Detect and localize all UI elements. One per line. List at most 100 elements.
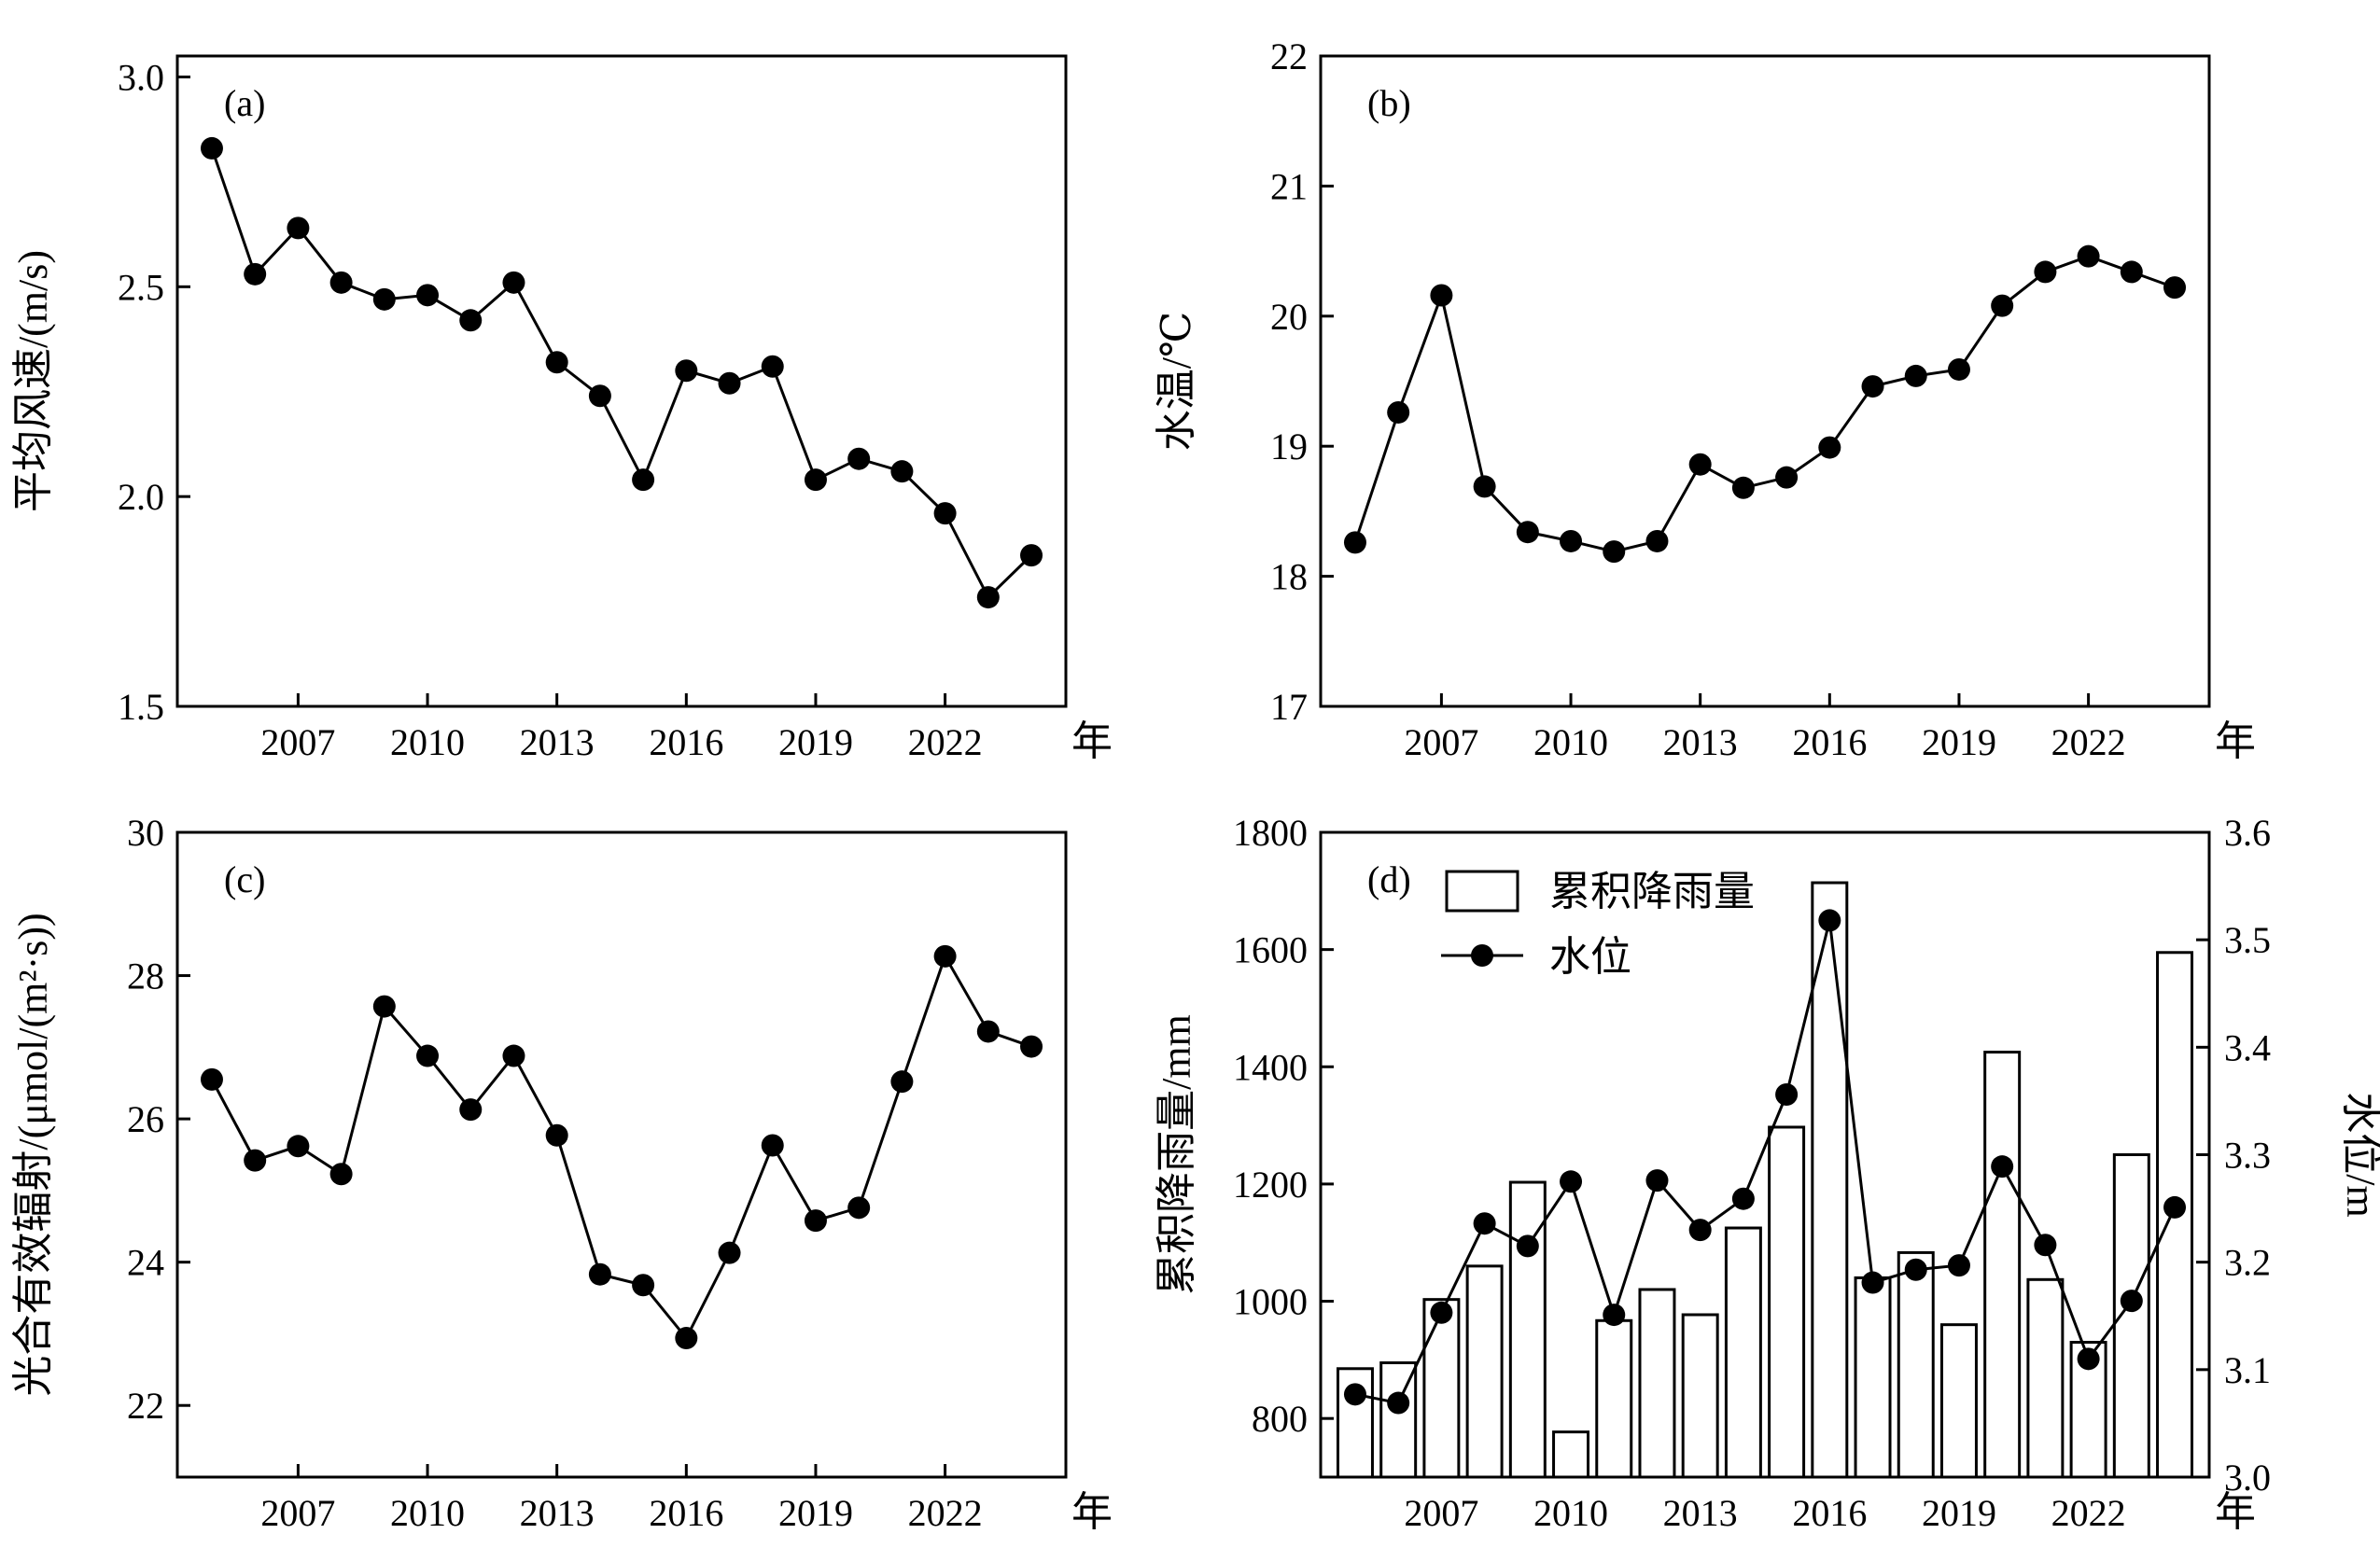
data-point	[200, 1067, 223, 1091]
data-point	[1645, 529, 1669, 552]
y-right-tick-label: 3.5	[2224, 919, 2271, 961]
data-point	[804, 468, 827, 492]
data-point	[287, 1135, 310, 1158]
data-point	[502, 1044, 525, 1067]
water-level-point	[1560, 1170, 1583, 1193]
y-tick-label: 17	[1270, 686, 1308, 728]
data-point	[1387, 400, 1410, 424]
y-tick-label: 1.5	[118, 686, 164, 728]
data-point	[1343, 531, 1366, 554]
water-level-point	[1861, 1271, 1884, 1294]
water-level-point	[1516, 1234, 1539, 1258]
water-level-point	[1645, 1169, 1669, 1192]
data-point	[1516, 521, 1539, 544]
y-tick-label: 24	[127, 1242, 164, 1284]
data-point	[1560, 529, 1583, 552]
data-point	[890, 1070, 914, 1094]
data-point	[200, 136, 223, 160]
data-point	[718, 1241, 741, 1264]
water-level-point	[2077, 1347, 2100, 1371]
panel-d: 2007 2010 2013 2016 2019 2022 年 800 1000 1200 1400…	[1154, 812, 2380, 1535]
series-line	[210, 953, 1032, 1341]
water-level-point	[1688, 1219, 1712, 1242]
water-level-point	[1387, 1391, 1410, 1415]
data-point	[2077, 244, 2100, 268]
water-level-point	[1430, 1301, 1453, 1324]
y-tick-label: 19	[1270, 425, 1308, 467]
y-axis-title: 累积降雨量/mm	[1154, 1014, 1199, 1295]
y-tick-label: 1600	[1233, 929, 1308, 971]
data-point	[1991, 294, 2014, 317]
data-point	[459, 309, 483, 332]
y-tick-label: 1000	[1233, 1281, 1308, 1323]
water-level-point	[1775, 1083, 1799, 1107]
x-tick-label: 2007	[1404, 1492, 1478, 1534]
rain-bar	[1681, 1313, 1719, 1479]
rain-bar	[2026, 1277, 2065, 1479]
panel-label: (b)	[1367, 82, 1411, 124]
x-axis-unit: 年	[1071, 718, 1113, 764]
data-point	[1430, 284, 1453, 307]
data-point	[933, 944, 957, 968]
rain-bar	[1939, 1323, 1978, 1479]
x-tick-label: 2022	[908, 721, 983, 763]
data-point	[976, 1020, 1000, 1043]
x-tick-label: 2019	[1922, 721, 1996, 763]
data-point	[545, 351, 568, 374]
x-tick-label: 2010	[390, 721, 465, 763]
water-level-point	[1731, 1187, 1755, 1210]
plot-frame	[175, 830, 1068, 1479]
data-point	[329, 271, 353, 294]
rain-bar	[1638, 1288, 1676, 1479]
y-tick-label: 2.5	[118, 266, 164, 308]
x-axis-unit: 年	[2215, 718, 2256, 764]
data-point	[761, 355, 784, 378]
x-axis-unit: 年	[2215, 1489, 2256, 1535]
data-point	[632, 1274, 655, 1297]
panel-c: 2007 2010 2013 2016 2019 2022 年 22 24 26 28 30 光合有效辐…	[10, 812, 1113, 1535]
data-point	[416, 284, 440, 307]
data-point	[675, 1327, 698, 1350]
water-level-point	[1904, 1258, 1927, 1281]
data-point	[416, 1044, 440, 1067]
series-line	[1353, 255, 2176, 553]
data-point	[2120, 260, 2143, 284]
x-tick-label: 2019	[1922, 1492, 1996, 1534]
data-point	[1731, 476, 1755, 499]
water-level-point	[2120, 1290, 2143, 1313]
data-point	[804, 1209, 827, 1233]
legend-line-marker	[1471, 944, 1493, 967]
rain-bar	[1983, 1051, 2022, 1479]
x-tick-label: 2010	[1533, 1492, 1608, 1534]
data-point	[1473, 475, 1496, 498]
data-point	[1688, 453, 1712, 476]
data-point	[675, 359, 698, 383]
data-point	[761, 1134, 784, 1157]
legend-bar-swatch	[1445, 870, 1519, 913]
x-tick-label: 2016	[649, 721, 723, 763]
water-level-point	[1603, 1304, 1626, 1327]
data-point	[588, 384, 611, 408]
data-point	[2034, 260, 2057, 284]
water-level-point	[1947, 1254, 1970, 1277]
data-point	[1947, 357, 1970, 381]
rain-bar	[1897, 1250, 1935, 1479]
x-tick-label: 2022	[2051, 1492, 2126, 1534]
data-point	[329, 1163, 353, 1186]
rain-bar	[1465, 1264, 1504, 1479]
data-point	[1775, 466, 1799, 489]
y-right-axis-title: 水位/m	[2338, 1092, 2380, 1217]
y-tick-label: 20	[1270, 296, 1308, 338]
x-tick-label: 2022	[2051, 721, 2126, 763]
panel-label: (d)	[1367, 858, 1411, 900]
x-tick-label: 2013	[1663, 1492, 1738, 1534]
panel-a: 2007 2010 2013 2016 2019 2022 年 1.5 2.0 2.5 3.0 平均风…	[10, 54, 1113, 764]
y-right-tick-label: 3.4	[2224, 1026, 2271, 1068]
data-point	[502, 271, 525, 294]
x-tick-label: 2007	[1404, 721, 1478, 763]
y-right-tick-label: 3.3	[2224, 1135, 2271, 1177]
y-tick-label: 21	[1270, 165, 1308, 207]
panel-label: (c)	[224, 858, 265, 900]
